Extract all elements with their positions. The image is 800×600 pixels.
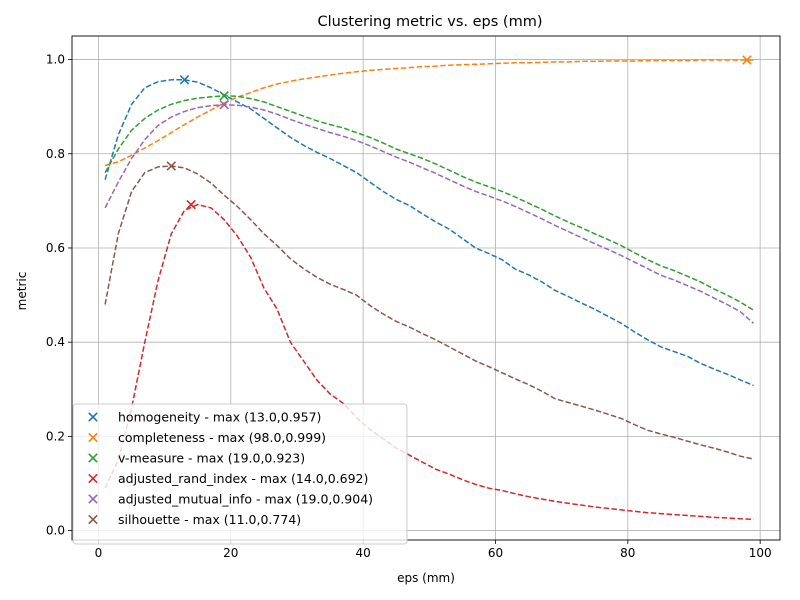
x-tick-label: 80 <box>620 546 635 560</box>
y-tick-label: 0.6 <box>46 241 65 255</box>
max-marker-silhouette <box>166 161 177 171</box>
x-tick-label: 20 <box>223 546 238 560</box>
legend-label-v-measure: v-measure - max (19.0,0.923) <box>118 451 305 466</box>
legend-marker-completeness <box>88 432 98 443</box>
y-tick-label: 0.2 <box>46 429 65 443</box>
legend-label-completeness: completeness - max (98.0,0.999) <box>118 430 326 445</box>
y-tick-label: 0.4 <box>46 335 65 349</box>
legend-label-homogeneity: homogeneity - max (13.0,0.957) <box>118 410 321 425</box>
x-tick-label: 40 <box>355 546 370 560</box>
legend-marker-adjusted_mutual_info <box>88 494 98 504</box>
legend-marker-adjusted_rand_index <box>88 473 98 484</box>
max-marker-adjusted_rand_index <box>186 199 196 210</box>
max-marker-homogeneity <box>179 75 190 85</box>
series-lines <box>104 59 754 521</box>
x-tick-label: 60 <box>488 546 503 560</box>
x-axis-ticks: 0 20 40 60 80 100 <box>95 540 772 560</box>
legend-marker-silhouette <box>88 514 98 525</box>
y-axis-label: metric <box>15 272 29 311</box>
series-line-silhouette <box>104 165 754 460</box>
y-tick-label: 1.0 <box>46 53 65 67</box>
max-marker-v-measure <box>219 91 229 101</box>
y-tick-label: 0.0 <box>46 524 65 538</box>
legend-marker-homogeneity <box>88 412 98 422</box>
legend: homogeneity - max (13.0,0.957) completene… <box>72 403 408 545</box>
series-line-adjusted_rand_index <box>104 203 754 521</box>
legend-label-adjusted_rand_index: adjusted_rand_index - max (14.0,0.692) <box>118 471 368 486</box>
x-axis-label: eps (mm) <box>397 571 455 585</box>
axes-frame <box>71 35 781 541</box>
y-tick-label: 0.8 <box>46 147 65 161</box>
legend-marker-v-measure <box>88 453 98 463</box>
legend-label-silhouette: silhouette - max (11.0,0.774) <box>118 512 301 527</box>
y-axis-ticks: 0.0 0.2 0.4 0.6 0.8 1.0 <box>46 53 72 538</box>
max-marker-completeness <box>742 55 752 65</box>
x-tick-label: 0 <box>95 546 103 560</box>
series-line-completeness <box>104 59 754 167</box>
series-line-v-measure <box>104 95 754 311</box>
chart-title: Clustering metric vs. eps (mm) <box>317 14 542 30</box>
series-line-homogeneity <box>104 79 754 387</box>
max-marker-adjusted_mutual_info <box>219 100 229 110</box>
max-markers <box>166 55 752 210</box>
legend-box <box>72 403 408 545</box>
legend-label-adjusted_mutual_info: adjusted_mutual_info - max (19.0,0.904) <box>118 492 373 507</box>
x-tick-label: 100 <box>749 546 772 560</box>
